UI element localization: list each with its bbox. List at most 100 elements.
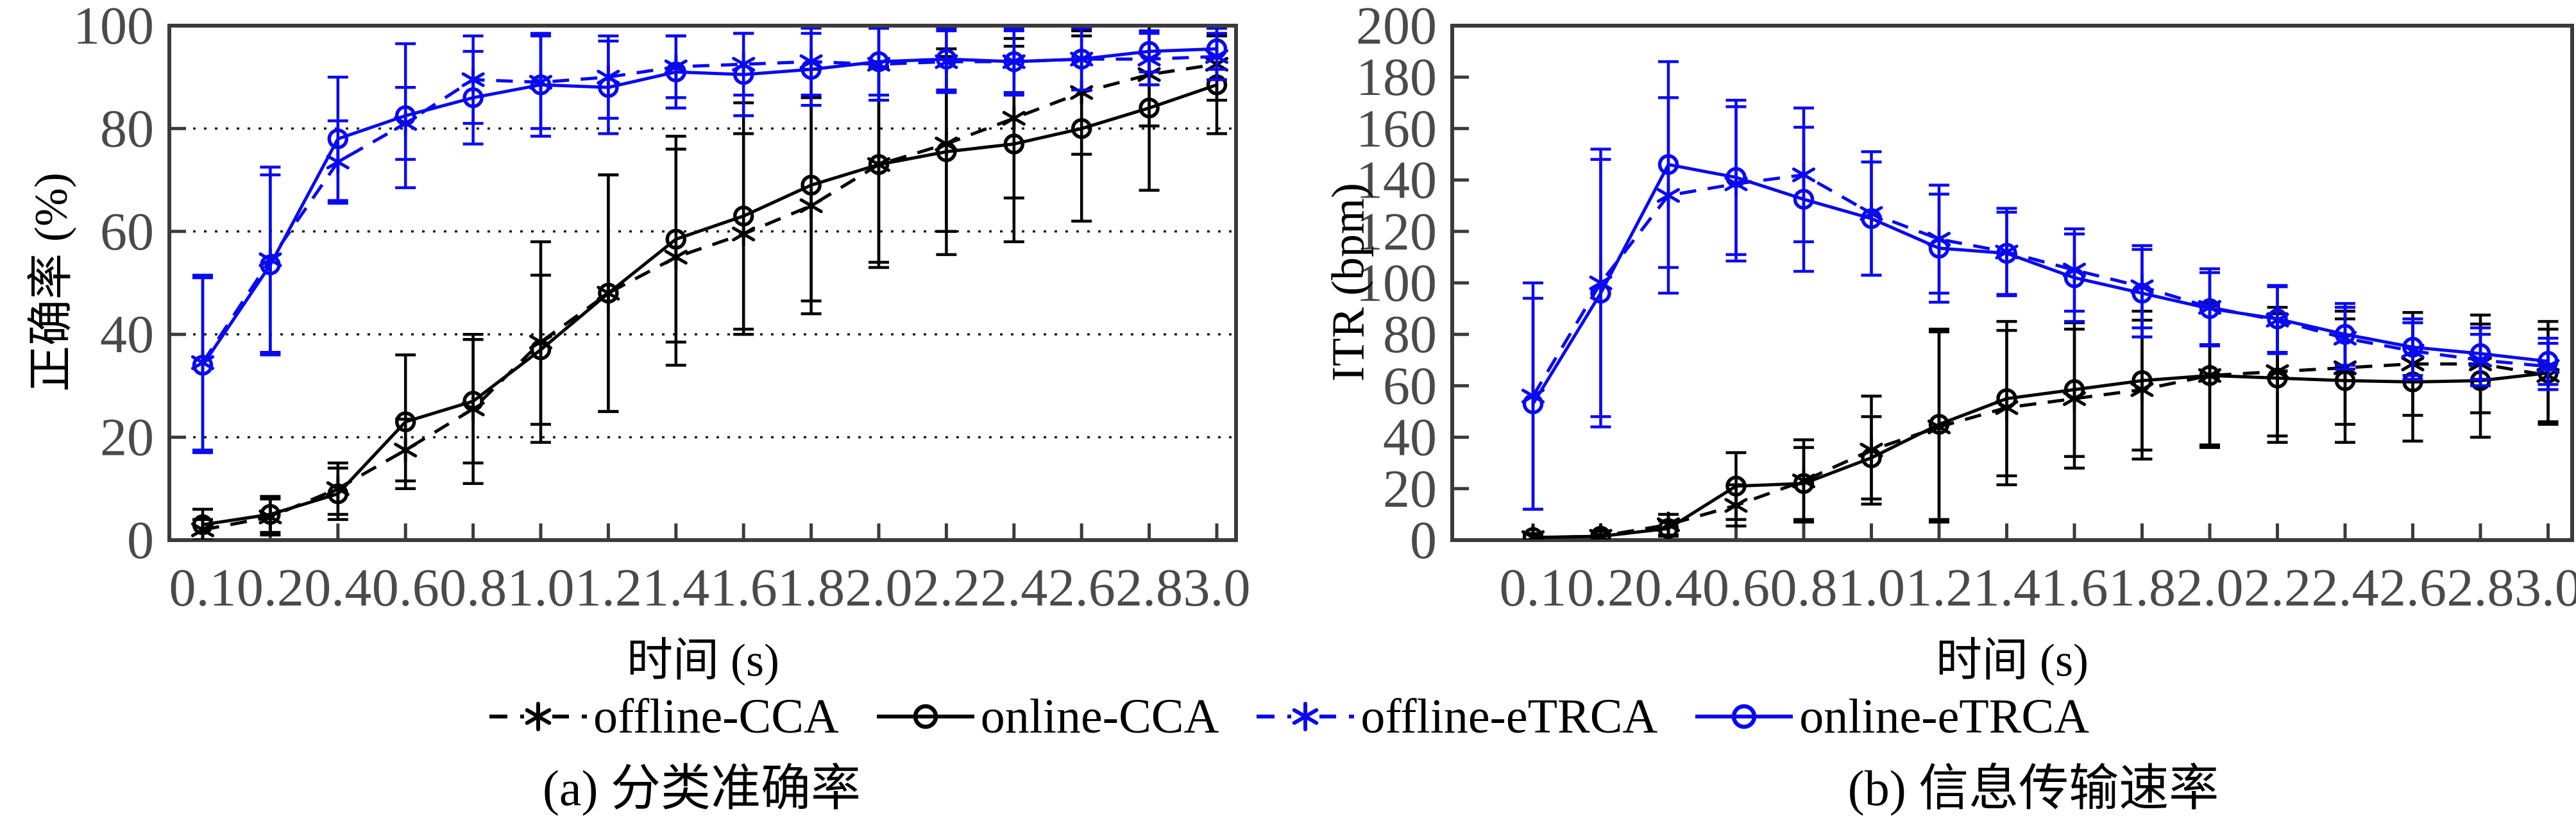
circle-marker [665,228,687,250]
circle-marker [868,51,890,72]
y-tick-label: 80 [100,99,154,158]
x-tick-label: 0.8 [1770,558,1838,618]
x-tick-label: 2.2 [2244,558,2311,618]
x-tick-label: 0.2 [237,558,304,618]
circle-marker [530,339,552,361]
circle-marker [192,514,214,536]
x-tick-label: 1.2 [575,558,642,618]
x-tick-label: 1.4 [642,558,709,618]
x-tick-label: 3.0 [2514,558,2576,618]
caption-b: (b) 信息传输速率 [1847,760,2219,816]
x-tick-label: 1.8 [2108,558,2176,618]
circle-marker [1657,518,1679,539]
series-offline-CCA [1521,301,2560,539]
circle-marker [1003,133,1025,155]
circle-marker [1793,473,1815,495]
plot-frame [167,24,1238,542]
legend-marker-offline-cca-icon [489,702,587,731]
legend-label-offline-etrca: offline-eTRCA [1360,689,1658,743]
x-tick-label: 0.6 [1702,558,1770,618]
circle-marker [2402,337,2423,358]
x-tick-label: 0.1 [1500,558,1567,618]
circle-marker [2131,282,2153,304]
x-axis-label-time-b: 时间 (s) [1936,634,2089,686]
circle-marker [1861,208,1882,229]
y-tick-label: 40 [1383,408,1437,468]
circle-marker [1928,414,1950,435]
y-tick-label: 40 [100,305,154,364]
circle-marker [1139,40,1160,62]
circle-marker [2063,267,2085,289]
circle-marker [2267,308,2288,330]
y-tick-label: 80 [1383,305,1437,364]
caption-a: (a) 分类准确率 [542,760,861,816]
circle-marker [868,154,890,175]
circle-marker [1522,527,1544,539]
x-tick-label: 0.2 [1567,558,1634,618]
circle-marker [733,64,754,85]
y-tick-label: 20 [1383,459,1437,519]
circle-marker [665,61,687,83]
legend: offline-CCA online-CCA offline-eTRCA onl… [0,688,2576,745]
circle-marker [1793,189,1815,210]
x-tick-label: 2.6 [2379,558,2446,618]
y-tick-label: 160 [1356,99,1437,158]
circle-marker [598,282,619,304]
circle-marker [936,141,957,162]
legend-item-online-etrca: online-eTRCA [1693,689,2089,745]
x-tick-label: 1.0 [1838,558,1905,618]
x-tick-label: 0.1 [169,558,237,618]
circle-marker [733,205,754,226]
legend-marker-online-etrca-icon [1695,704,1793,729]
series-line-dashed [1531,173,2548,397]
circle-marker [394,105,416,126]
circle-marker [2267,368,2288,389]
x-tick-label: 0.6 [372,558,439,618]
circle-marker [530,74,552,96]
circle-marker [936,48,957,70]
circle-marker [1206,38,1228,60]
circle-marker [2538,351,2559,372]
y-tick-label: 20 [100,408,154,468]
x-tick-label: 1.2 [1906,558,1973,618]
y-tick-label: 140 [1356,151,1437,210]
circle-marker [1928,237,1950,259]
circle-marker [1725,167,1747,188]
circle-marker [394,411,416,432]
circle-marker [2334,370,2356,391]
circle-marker [1657,154,1679,175]
x-tick-label: 2.8 [1115,558,1183,618]
x-tick-label: 0.8 [439,558,507,618]
y-axis-label-itr: ITR (bpm) [1322,183,1374,382]
y-tick-label: 200 [1356,0,1437,56]
series-online-CCA [1522,304,2559,539]
circle-marker [1590,282,1611,304]
series-line-solid [202,83,1217,527]
x-tick-label: 1.6 [710,558,777,618]
circle-marker [1003,51,1025,72]
series-online-eTRCA [192,28,1228,454]
circle-marker [260,254,281,276]
legend-asterisk [1292,702,1319,731]
x-tick-label: 2.0 [2176,558,2244,618]
circle-marker [801,174,822,196]
legend-item-online-cca: online-CCA [874,689,1219,745]
circle-marker [260,504,281,525]
x-tick-label: 2.0 [845,558,913,618]
circle-marker [327,128,349,149]
circle-marker [192,355,214,376]
x-tick-label: 1.4 [1973,558,2040,618]
x-tick-label: 1.0 [507,558,575,618]
circle-marker [801,58,822,80]
circle-marker [2334,323,2356,345]
circle-marker [598,76,619,98]
series-line-solid [1532,371,2548,539]
series-line-solid [201,47,1217,366]
series-line-dashed [202,62,1217,532]
circle-marker [2131,370,2153,391]
x-tick-label: 0.4 [304,558,371,618]
y-tick-label: 0 [127,511,154,570]
